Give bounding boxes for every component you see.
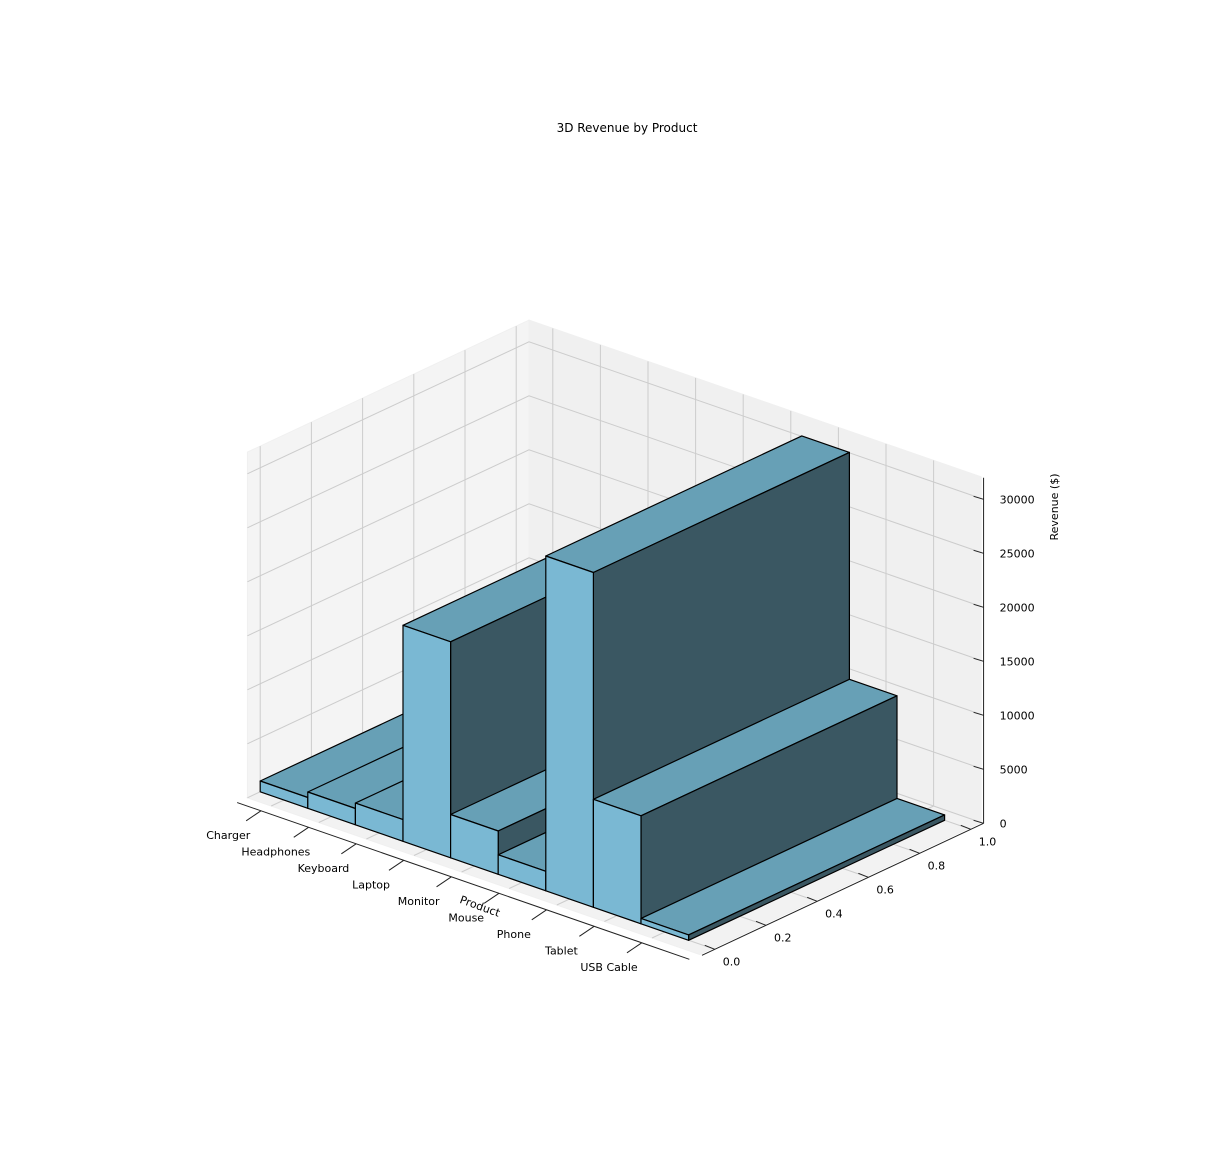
z-tick-mark xyxy=(973,657,984,662)
z-tick-mark xyxy=(973,711,984,716)
chart-title: 3D Revenue by Product xyxy=(557,121,698,135)
x-tick-mark xyxy=(245,810,262,822)
x-tick-label: Headphones xyxy=(241,846,310,859)
x-axis-line xyxy=(236,802,690,960)
bar-front-face xyxy=(402,624,452,859)
x-tick-mark xyxy=(626,942,643,954)
y-tick-label: 0.2 xyxy=(774,931,792,944)
bar-front-face xyxy=(640,917,690,941)
z-axis-label: Revenue ($) xyxy=(1048,474,1061,541)
z-tick-label: 20000 xyxy=(1000,601,1035,614)
x-tick-mark xyxy=(436,876,452,888)
z-tick-mark xyxy=(973,603,984,608)
y-tick-label: 0.8 xyxy=(928,859,946,872)
z-tick-mark xyxy=(973,765,984,770)
z-tick-mark xyxy=(973,549,984,554)
z-tick-label: 0 xyxy=(1000,817,1007,830)
y-tick-mark xyxy=(704,944,715,950)
z-tick-mark xyxy=(973,495,984,500)
bars xyxy=(259,435,946,941)
x-tick-label: Phone xyxy=(497,928,531,941)
y-tick-mark xyxy=(755,920,767,926)
y-tick-mark xyxy=(909,848,920,854)
x-tick-mark xyxy=(483,892,500,904)
y-tick-label: 0.4 xyxy=(825,907,843,920)
y-tick-label: 0.6 xyxy=(876,883,894,896)
bar-front-face xyxy=(450,813,499,875)
y-tick-mark xyxy=(858,872,869,878)
bar-tablet xyxy=(592,678,898,925)
x-tick-label: Laptop xyxy=(352,879,390,892)
x-tick-label: USB Cable xyxy=(580,961,638,974)
x-tick-mark xyxy=(341,843,357,855)
x-tick-mark xyxy=(388,859,405,871)
y-tick-mark xyxy=(960,824,971,830)
x-tick-label: Monitor xyxy=(398,895,440,908)
z-tick-label: 30000 xyxy=(1000,493,1035,506)
x-tick-label: Mouse xyxy=(448,912,484,925)
bar-front-face xyxy=(592,798,642,925)
y-tick-label: 1.0 xyxy=(979,835,997,848)
axis-lines xyxy=(236,477,985,960)
y-axis-line xyxy=(701,822,984,956)
x-tick-mark xyxy=(531,909,547,921)
z-tick-mark xyxy=(973,819,984,824)
z-tick-label: 25000 xyxy=(1000,547,1035,560)
bar-usb-cable xyxy=(640,797,946,941)
x-tick-label: Charger xyxy=(206,829,250,842)
x-tick-mark xyxy=(293,826,309,838)
x-tick-label: Keyboard xyxy=(298,862,350,875)
bar-front-face xyxy=(545,555,595,908)
y-tick-mark xyxy=(806,896,818,902)
z-tick-label: 5000 xyxy=(1000,763,1028,776)
z-tick-label: 15000 xyxy=(1000,655,1035,668)
z-tick-label: 10000 xyxy=(1000,709,1035,722)
x-tick-label: Tablet xyxy=(544,945,578,958)
y-tick-label: 0.0 xyxy=(723,955,741,968)
x-tick-mark xyxy=(579,925,595,937)
